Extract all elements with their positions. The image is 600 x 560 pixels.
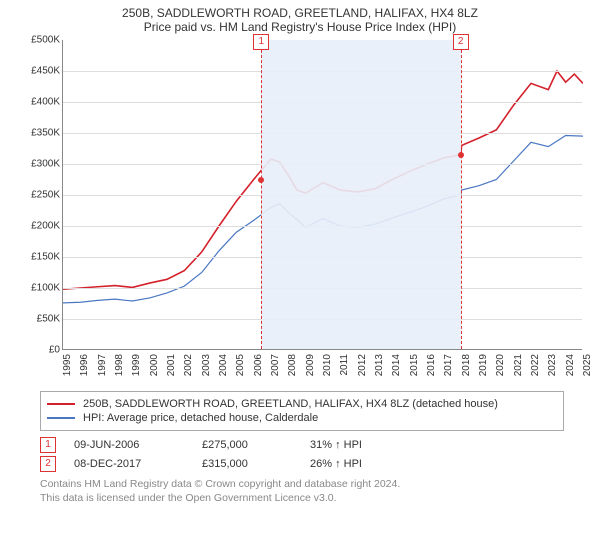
- y-tick-label: £50K: [37, 314, 60, 325]
- y-tick-label: £150K: [31, 252, 60, 263]
- y-tick-label: £200K: [31, 221, 60, 232]
- legend-swatch-icon: [47, 403, 75, 405]
- chart-title-block: 250B, SADDLEWORTH ROAD, GREETLAND, HALIF…: [0, 0, 600, 36]
- footer-attribution: Contains HM Land Registry data © Crown c…: [40, 478, 588, 505]
- sale-marker-icon: 1: [40, 437, 56, 453]
- y-tick-label: £450K: [31, 66, 60, 77]
- chart-area: 12 £0 £50K £100K £150K £200K £250K £300K £350K £…: [28, 40, 588, 385]
- chart-marker-box: 2: [453, 34, 469, 50]
- legend-label: 250B, SADDLEWORTH ROAD, GREETLAND, HALIF…: [83, 398, 498, 410]
- chart-title-line2: Price paid vs. HM Land Registry's House …: [0, 20, 600, 34]
- sale-vs-hpi: 26% ↑ HPI: [310, 458, 410, 470]
- legend-item: HPI: Average price, detached house, Cald…: [47, 412, 557, 424]
- sales-table: 1 09-JUN-2006 £275,000 31% ↑ HPI 2 08-DE…: [40, 437, 588, 472]
- y-tick-label: £400K: [31, 97, 60, 108]
- plot-region: 12: [62, 40, 582, 350]
- footer-line: Contains HM Land Registry data © Crown c…: [40, 478, 588, 492]
- legend: 250B, SADDLEWORTH ROAD, GREETLAND, HALIF…: [40, 391, 564, 431]
- sale-vs-hpi: 31% ↑ HPI: [310, 439, 410, 451]
- y-tick-label: £100K: [31, 283, 60, 294]
- y-tick-label: £300K: [31, 159, 60, 170]
- x-tick-label: 2025: [582, 354, 600, 376]
- sale-price: £315,000: [202, 458, 292, 470]
- chart-title-line1: 250B, SADDLEWORTH ROAD, GREETLAND, HALIF…: [0, 6, 600, 20]
- sale-date: 09-JUN-2006: [74, 439, 184, 451]
- sale-marker-icon: 2: [40, 456, 56, 472]
- sale-row: 1 09-JUN-2006 £275,000 31% ↑ HPI: [40, 437, 588, 453]
- legend-swatch-icon: [47, 417, 75, 419]
- y-tick-label: £250K: [31, 190, 60, 201]
- legend-label: HPI: Average price, detached house, Cald…: [83, 412, 318, 424]
- sale-date: 08-DEC-2017: [74, 458, 184, 470]
- sale-price: £275,000: [202, 439, 292, 451]
- legend-item: 250B, SADDLEWORTH ROAD, GREETLAND, HALIF…: [47, 398, 557, 410]
- chart-marker-box: 1: [253, 34, 269, 50]
- sale-row: 2 08-DEC-2017 £315,000 26% ↑ HPI: [40, 456, 588, 472]
- y-tick-label: £350K: [31, 128, 60, 139]
- footer-line: This data is licensed under the Open Gov…: [40, 492, 588, 506]
- y-tick-label: £0: [49, 345, 60, 356]
- y-tick-label: £500K: [31, 35, 60, 46]
